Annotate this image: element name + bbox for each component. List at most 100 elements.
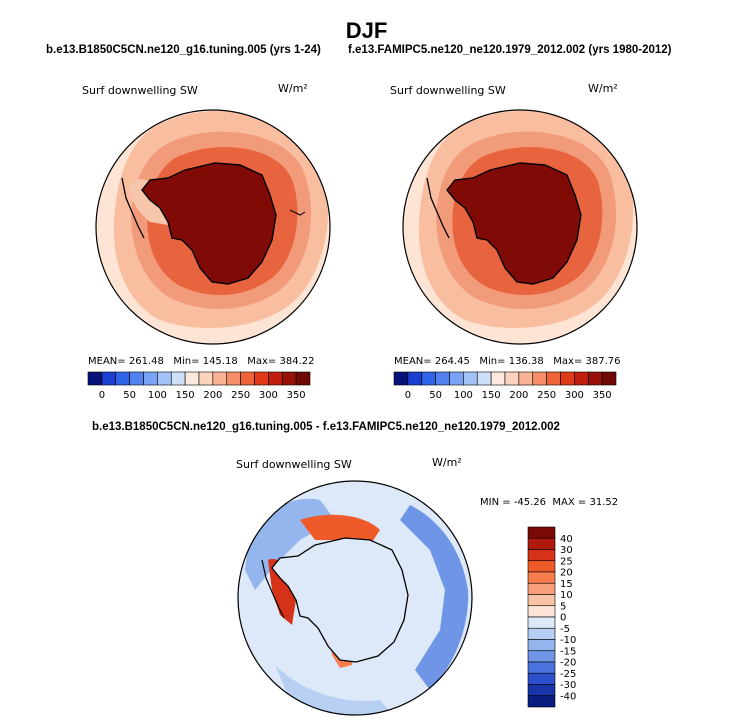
- panel1-colorbar-swatch: [240, 371, 255, 386]
- panel1-min-value: 145.18: [202, 356, 238, 367]
- diff-variable-label: Surf downwelling SW: [236, 458, 352, 471]
- diff-colorbar-swatch: [527, 672, 556, 685]
- diff-colorbar-tick-label: 5: [560, 601, 566, 612]
- panel1-max-label: Max=: [247, 356, 277, 367]
- diff-map: [238, 481, 472, 715]
- diff-colorbar-swatch: [527, 526, 556, 539]
- diff-colorbar-swatch: [527, 695, 556, 708]
- panel1-colorbar-tick-label: 350: [287, 390, 306, 401]
- panel2-stats: MEAN= 264.45 Min= 136.38 Max= 387.76: [394, 356, 621, 367]
- diff-colorbar-tick-label: 25: [560, 556, 573, 567]
- panel1-colorbar-swatch: [143, 371, 158, 386]
- panel2-colorbar-tick-label: 300: [565, 390, 584, 401]
- diff-colorbar-swatch: [527, 627, 556, 640]
- panel2-colorbar-tick-label: 350: [593, 390, 612, 401]
- panel2-colorbar-swatch: [587, 371, 603, 386]
- diff-colorbar-tick-label: 20: [560, 568, 573, 579]
- panel1-stats: MEAN= 261.48 Min= 145.18 Max= 384.22: [88, 356, 315, 367]
- panel1-mean-value: 261.48: [128, 356, 164, 367]
- diff-colorbar-tick-label: -40: [560, 691, 576, 702]
- panel1-colorbar-swatch: [281, 371, 297, 386]
- panel2-colorbar-tick-label: 50: [429, 390, 442, 401]
- diff-coast-peninsula: [261, 559, 285, 619]
- diff-antarctica: [271, 537, 409, 663]
- panel1-map: [96, 110, 330, 344]
- panel2-colorbar: 0 50 100 150 200 250 300 350: [393, 371, 617, 401]
- panel2-units: W/m²: [588, 82, 618, 95]
- diff-colorbar-tick-label: 40: [560, 534, 573, 545]
- panel2-colorbar-tick-label: 0: [405, 390, 411, 401]
- panel1-colorbar-tick-label: 150: [176, 390, 195, 401]
- diff-colorbar-swatch: [527, 582, 556, 595]
- panel2-colorbar-swatch: [490, 371, 506, 386]
- panel1-colorbar-swatch: [212, 371, 228, 386]
- diff-colorbar-tick-label: -15: [560, 646, 576, 657]
- panel1-variable-label: Surf downwelling SW: [82, 84, 198, 97]
- diff-colorbar-tick-label: 30: [560, 545, 573, 556]
- panel1-colorbar-swatch: [198, 371, 214, 386]
- panel1-colorbar-swatch: [87, 371, 103, 386]
- panel2-case-title: f.e13.FAMIPC5.ne120_ne120.1979_2012.002 …: [348, 44, 672, 56]
- diff-colorbar-swatch: [527, 639, 556, 652]
- panel1-colorbar-swatch: [184, 371, 200, 386]
- diff-colorbar-tick-label: 0: [560, 613, 566, 624]
- diff-colorbar-tick-label: 10: [560, 590, 573, 601]
- diff-colorbar-swatch: [527, 594, 556, 607]
- diff-colorbar-swatch: [527, 549, 556, 562]
- panel2-colorbar-swatch: [601, 371, 617, 386]
- diff-colorbar-swatch: [527, 661, 556, 674]
- panel2-coast-peninsula: [426, 177, 450, 239]
- panel1-colorbar-tick-label: 0: [99, 390, 105, 401]
- panel1-colorbar-tick-label: 100: [148, 390, 167, 401]
- panel1-coast-peninsula: [121, 177, 145, 239]
- panel2-colorbar-swatch: [560, 371, 575, 386]
- panel1-map-border: [95, 109, 331, 345]
- panel1-antarctica: [141, 162, 277, 285]
- panel1-colorbar-swatch: [254, 371, 269, 386]
- panel2-colorbar-swatch: [504, 371, 520, 386]
- panel2-map: [403, 110, 637, 344]
- diff-min-value: -45.26: [513, 497, 547, 508]
- panel1-min-label: Min=: [173, 356, 200, 367]
- panel1-colorbar-swatch: [129, 371, 144, 386]
- panel2-colorbar-swatch: [518, 371, 534, 386]
- panel2-colorbar-swatch: [476, 371, 492, 386]
- panel1-units: W/m²: [278, 82, 308, 95]
- panel2-colorbar-tick-label: 150: [482, 390, 501, 401]
- diff-colorbar-swatch: [527, 605, 556, 618]
- panel2-max-value: 387.76: [585, 356, 621, 367]
- panel1-colorbar-tick-label: 250: [231, 390, 250, 401]
- diff-colorbar-swatch: [527, 684, 556, 697]
- panel2-colorbar-swatch: [546, 371, 561, 386]
- diff-field-positive-north: [300, 514, 380, 545]
- diff-colorbar-swatch: [527, 560, 556, 573]
- diff-map-border: [237, 480, 473, 716]
- diff-colorbar-tick-label: -10: [560, 635, 576, 646]
- diff-units: W/m²: [432, 456, 462, 469]
- diff-colorbar-swatch: [527, 616, 556, 629]
- panel2-colorbar-swatch: [574, 371, 589, 386]
- page-title: DJF: [345, 18, 388, 43]
- diff-field-negative-east: [400, 505, 469, 690]
- panel2-colorbar-swatch: [532, 371, 547, 386]
- panel2-mean-value: 264.45: [434, 356, 470, 367]
- diff-colorbar-tick-label: -30: [560, 680, 576, 691]
- panel1-colorbar: 0 50 100 150 200 250 300 350: [87, 371, 311, 401]
- diff-colorbar-swatch: [527, 650, 556, 663]
- diff-colorbar-swatch: [527, 537, 556, 550]
- panel1-colorbar-swatch: [157, 371, 172, 386]
- panel1-mean-label: MEAN=: [88, 356, 126, 367]
- diff-max-label: MAX =: [552, 497, 587, 508]
- diff-case-title: b.e13.B1850C5CN.ne120_g16.tuning.005 - f…: [92, 421, 560, 433]
- panel2-colorbar-swatch: [407, 371, 423, 386]
- panel2-colorbar-swatch: [393, 371, 409, 386]
- diff-colorbar-tick-label: -25: [560, 669, 576, 680]
- diff-colorbar-tick-label: -20: [560, 658, 576, 669]
- panel1-colorbar-tick-label: 300: [259, 390, 278, 401]
- panel2-variable-label: Surf downwelling SW: [390, 84, 506, 97]
- panel2-map-border: [402, 109, 638, 345]
- panel2-colorbar-swatch: [421, 371, 436, 386]
- panel2-colorbar-tick-label: 200: [509, 390, 528, 401]
- diff-min-label: MIN =: [480, 497, 511, 508]
- panel2-max-label: Max=: [553, 356, 583, 367]
